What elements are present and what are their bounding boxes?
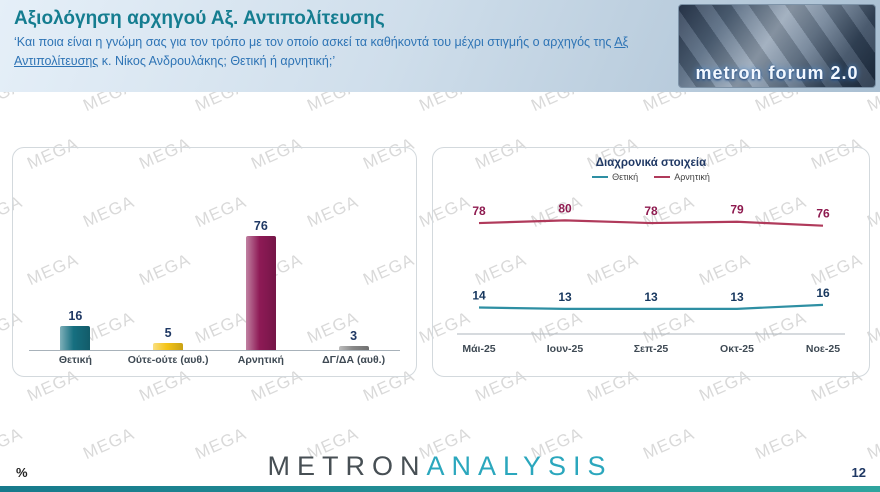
bottom-accent-bar <box>0 486 880 492</box>
brand-analysis: ANALYSIS <box>426 451 613 481</box>
line-value-label: 13 <box>730 290 744 304</box>
legend-label: Θετική <box>612 172 639 182</box>
bar-group-1: 5 <box>122 325 215 350</box>
line-value-label: 14 <box>472 289 486 303</box>
page-title: Αξιολόγηση αρχηγού Αξ. Αντιπολίτευσης <box>14 8 385 29</box>
line-chart-legend: Θετική Αρνητική <box>433 172 869 182</box>
metron-forum-logo: metron forum 2.0 <box>678 4 876 88</box>
line-value-label: 13 <box>644 290 658 304</box>
bar-value-label: 5 <box>164 325 172 340</box>
x-axis-label: Νοε-25 <box>806 343 840 355</box>
line-value-label: 78 <box>644 204 658 218</box>
x-axis-label: Μάι-25 <box>462 343 495 355</box>
bar-category-label: Ούτε-ούτε (αυθ.) <box>127 354 209 366</box>
line-chart-card: Διαχρονικά στοιχεία Θετική Αρνητική 14 13 1… <box>432 147 870 377</box>
bar-category-label: ΔΓ/ΔΑ (αυθ.) <box>322 354 386 366</box>
line-value-label: 79 <box>730 203 744 217</box>
watermark-text: MEGA <box>640 92 698 116</box>
legend-swatch <box>654 176 671 178</box>
bar-value-label: 16 <box>68 309 83 323</box>
bar-value-label: 76 <box>253 219 268 233</box>
bar-group-2: 76 <box>215 219 308 350</box>
watermark-text: MEGA <box>416 92 474 116</box>
line-chart: 14 13 13 13 16 78 80 78 79 76 Μάι-25 Ιουν-25 Σεπ-25 Ο… <box>457 201 845 355</box>
legend-swatch <box>592 176 609 178</box>
watermark-text: MEGA <box>80 92 138 116</box>
legend-label: Αρνητική <box>674 172 710 182</box>
line-chart-title: Διαχρονικά στοιχεία <box>595 157 707 169</box>
bar <box>338 345 369 350</box>
line-value-label: 76 <box>816 207 830 221</box>
line-value-label: 80 <box>558 201 572 215</box>
watermark-text: MEGA <box>528 92 586 116</box>
page-number: 12 <box>851 465 866 480</box>
header: Αξιολόγηση αρχηγού Αξ. Αντιπολίτευσης ‘Κ… <box>0 0 880 92</box>
bar-group-3: 3 <box>307 328 400 350</box>
subtitle-underlined-text: Αξ Αντιπολίτευσης <box>14 35 629 68</box>
x-axis-label: Σεπ-25 <box>634 343 669 355</box>
metron-analysis-logo: METRONANALYSIS <box>0 451 880 482</box>
line-value-label: 13 <box>558 290 572 304</box>
watermark-text: MEGA <box>304 92 362 116</box>
percent-label: % <box>16 465 28 480</box>
line-value-label: 78 <box>472 204 486 218</box>
bar <box>245 236 276 350</box>
legend-item-1: Αρνητική <box>654 172 710 182</box>
watermark-text: MEGA <box>864 92 880 116</box>
bar-chart-category-labels: Θετική Ούτε-ούτε (αυθ.) Αρνητική ΔΓ/ΔΑ (αυθ… <box>29 354 400 366</box>
bar-category-label: Θετική <box>58 354 92 366</box>
legend-item-0: Θετική <box>592 172 638 182</box>
metron-forum-logo-text: metron forum 2.0 <box>695 63 859 83</box>
bar <box>60 326 91 350</box>
subtitle-text-end: κ. Νίκος Ανδρουλάκης; Θετική ή αρνητική;… <box>98 53 336 68</box>
bar-category-label: Αρνητική <box>237 354 284 366</box>
x-axis-label: Ιουν-25 <box>547 343 584 355</box>
page-subtitle: ‘Και ποια είναι η γνώμη σας για τον τρόπ… <box>14 33 675 71</box>
bar-value-label: 3 <box>350 328 358 343</box>
brand-metron: METRON <box>267 451 427 481</box>
watermark-text: MEGA <box>192 92 250 116</box>
watermark-text: MEGA <box>752 92 810 116</box>
line-series-0 <box>478 303 824 310</box>
watermark-text: MEGA <box>0 92 26 116</box>
bar-chart: 16 5 76 3 <box>29 192 400 351</box>
line-value-label: 16 <box>816 286 830 300</box>
line-series-1 <box>478 219 824 227</box>
bar <box>153 342 184 350</box>
bar-chart-card: 16 5 76 3 Θετική Ούτε-ούτε (αυθ.) Αρνητική ΔΓ/… <box>12 147 417 377</box>
x-axis-label: Οκτ-25 <box>720 343 754 355</box>
bar-group-0: 16 <box>29 309 122 350</box>
subtitle-text: ‘Και ποια είναι η γνώμη σας για τον τρόπ… <box>14 35 615 49</box>
